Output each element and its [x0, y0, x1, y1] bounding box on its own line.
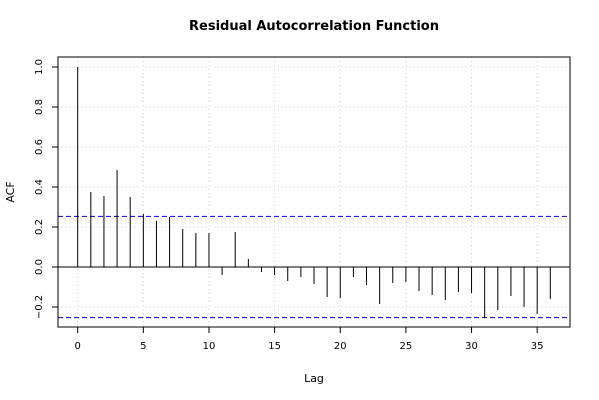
y-tick-label: 0.4 — [34, 179, 45, 195]
x-tick-label: 20 — [334, 341, 347, 352]
grid-lines — [58, 57, 570, 327]
x-tick-label: 25 — [400, 341, 413, 352]
y-axis-label: ACF — [4, 181, 17, 202]
x-tick-label: 10 — [203, 341, 216, 352]
acf-bars — [77, 67, 551, 318]
chart-title: Residual Autocorrelation Function — [189, 19, 439, 34]
x-tick-label: 5 — [140, 341, 146, 352]
y-tick-label: −0.2 — [34, 295, 45, 319]
y-tick-label: 0.8 — [34, 99, 45, 115]
y-tick-label: 0.6 — [34, 139, 45, 155]
y-axis: −0.2 0.0 0.2 0.4 0.6 0.8 1.0 — [34, 59, 59, 319]
y-tick-label: 0.2 — [34, 219, 45, 235]
x-tick-label: 15 — [268, 341, 281, 352]
x-tick-label: 35 — [531, 341, 544, 352]
plot-frame — [57, 56, 571, 328]
x-tick-label: 30 — [465, 341, 478, 352]
y-tick-label: 0.0 — [34, 259, 45, 275]
y-tick-label: 1.0 — [34, 59, 45, 75]
x-tick-label: 0 — [75, 341, 81, 352]
x-axis: 0 5 10 15 20 25 30 35 — [75, 326, 544, 352]
x-axis-label: Lag — [304, 372, 324, 385]
